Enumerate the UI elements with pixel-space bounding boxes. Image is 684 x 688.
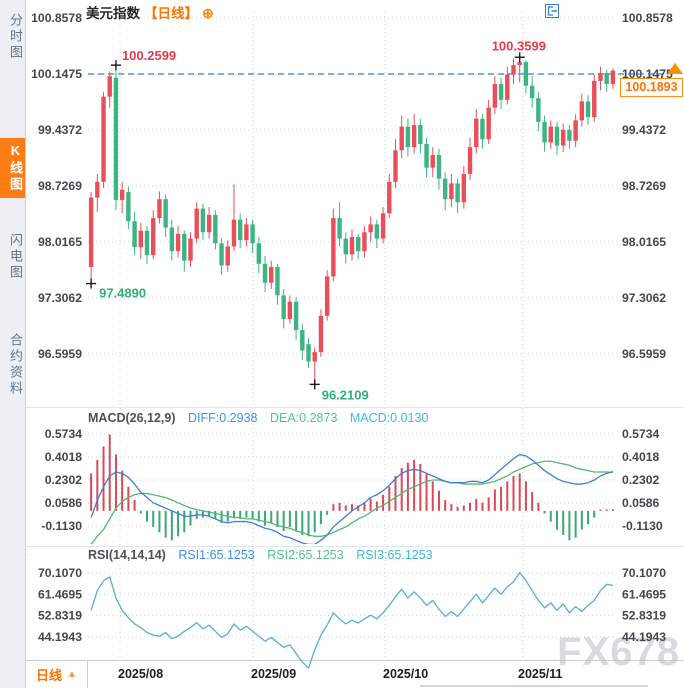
svg-text:52.8319: 52.8319: [622, 609, 666, 623]
rsi-header: RSI(14,14,14) RSI1:65.1253 RSI2:65.1253 …: [88, 548, 433, 562]
axis-scale-icon[interactable]: [545, 4, 576, 18]
svg-text:0.4018: 0.4018: [622, 450, 659, 464]
svg-text:52.8319: 52.8319: [38, 609, 82, 623]
x-axis-label: 2025/10: [383, 667, 429, 681]
period-tag: 【日线】: [144, 6, 198, 21]
svg-text:98.0165: 98.0165: [38, 235, 82, 249]
svg-text:70.1070: 70.1070: [622, 566, 666, 580]
chart-title-bar: 美元指数 【日线】 ⊕: [86, 2, 214, 22]
sidebar-item-label: 分时图: [8, 13, 23, 61]
pan-tool-icon[interactable]: [545, 4, 559, 18]
sidebar-item-time-chart[interactable]: 分时图: [0, 8, 25, 66]
rsi3-value: RSI3:65.1253: [356, 548, 433, 562]
period-selector[interactable]: 日线 ▲: [26, 661, 88, 688]
svg-text:0.0586: 0.0586: [45, 496, 82, 510]
svg-text:0.0586: 0.0586: [622, 496, 659, 510]
sidebar: 分时图 K线图 闪电图 合约资料: [0, 0, 26, 688]
symbol-title: 美元指数: [86, 6, 140, 21]
svg-text:70.1070: 70.1070: [38, 566, 82, 580]
chart-style-icon[interactable]: [545, 4, 593, 18]
svg-text:97.3062: 97.3062: [622, 291, 666, 305]
svg-text:61.4695: 61.4695: [38, 587, 82, 601]
svg-text:97.4890: 97.4890: [99, 286, 146, 301]
svg-text:0.5734: 0.5734: [622, 427, 659, 441]
macd-dea-value: DEA:0.2873: [269, 411, 338, 425]
sidebar-item-contract-info[interactable]: 合约资料: [0, 328, 25, 402]
svg-text:100.2599: 100.2599: [122, 48, 176, 63]
rsi-title: RSI(14,14,14): [88, 548, 166, 562]
sidebar-item-label: 合约资料: [8, 333, 23, 397]
add-indicator-icon[interactable]: ⊕: [202, 5, 214, 21]
svg-text:100.3599: 100.3599: [492, 38, 546, 53]
sidebar-item-label: 闪电图: [8, 233, 23, 281]
svg-text:97.3062: 97.3062: [38, 291, 82, 305]
svg-text:99.4372: 99.4372: [622, 123, 666, 137]
svg-text:61.4695: 61.4695: [622, 587, 666, 601]
sidebar-item-label: K线图: [8, 143, 23, 193]
svg-text:100.8578: 100.8578: [31, 11, 82, 25]
x-axis-label: 2025/11: [518, 667, 563, 681]
svg-text:99.4372: 99.4372: [38, 123, 82, 137]
svg-text:-0.1130: -0.1130: [622, 519, 663, 533]
chart-toolbar: [545, 4, 610, 18]
x-axis-label: 2025/08: [118, 667, 164, 681]
svg-text:96.5959: 96.5959: [38, 347, 82, 361]
svg-text:96.2109: 96.2109: [322, 387, 369, 402]
svg-text:98.0165: 98.0165: [622, 235, 666, 249]
watermark: FX678: [557, 630, 680, 674]
svg-text:98.7269: 98.7269: [622, 179, 666, 193]
macd-header: MACD(26,12,9) DIFF:0.2938 DEA:0.2873 MAC…: [88, 411, 428, 425]
x-axis-label: 2025/09: [251, 667, 297, 681]
macd-hist-value: MACD:0.0130: [349, 411, 429, 425]
svg-text:44.1943: 44.1943: [38, 630, 82, 644]
svg-text:0.5734: 0.5734: [45, 427, 82, 441]
rsi1-value: RSI1:65.1253: [178, 548, 255, 562]
triangle-up-icon: ▲: [67, 669, 77, 680]
svg-text:100.8578: 100.8578: [622, 11, 673, 25]
rsi2-value: RSI2:65.1253: [267, 548, 344, 562]
svg-text:0.2302: 0.2302: [45, 473, 82, 487]
pop-out-icon[interactable]: [545, 4, 610, 18]
svg-text:98.7269: 98.7269: [38, 179, 82, 193]
svg-text:0.2302: 0.2302: [622, 473, 659, 487]
sidebar-item-kline-chart[interactable]: K线图: [0, 138, 25, 198]
macd-title: MACD(26,12,9): [88, 411, 176, 425]
current-price-label: 100.1893: [620, 78, 683, 97]
svg-text:100.1475: 100.1475: [31, 67, 82, 81]
svg-text:-0.1130: -0.1130: [41, 519, 82, 533]
svg-text:0.4018: 0.4018: [45, 450, 82, 464]
macd-diff-value: DIFF:0.2938: [188, 411, 258, 425]
sidebar-item-flash-chart[interactable]: 闪电图: [0, 228, 25, 286]
period-label: 日线: [36, 668, 63, 683]
horizontal-scrollbar[interactable]: [420, 685, 648, 687]
svg-text:96.5959: 96.5959: [622, 347, 666, 361]
